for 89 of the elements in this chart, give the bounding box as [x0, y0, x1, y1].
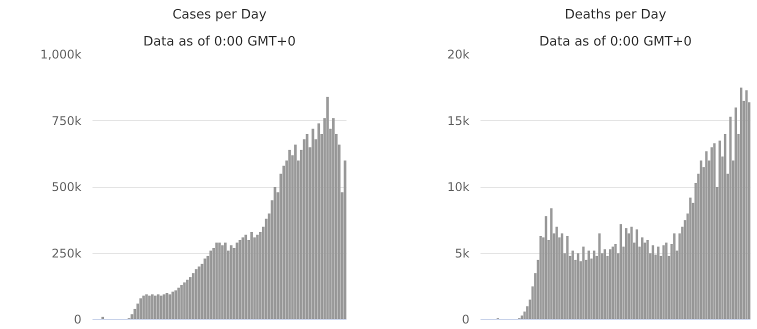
bar	[520, 316, 524, 320]
bar	[592, 250, 596, 320]
y-tick-label: 20k	[447, 48, 470, 62]
bar	[154, 296, 157, 320]
y-tick-label: 500k	[52, 180, 82, 194]
y-tick-label: 750k	[52, 114, 82, 128]
bar	[566, 236, 569, 320]
bar	[572, 250, 574, 320]
bar	[192, 273, 195, 320]
bar	[236, 242, 238, 320]
bar	[204, 258, 206, 320]
bar	[657, 246, 660, 320]
bar	[729, 116, 732, 320]
bar	[162, 294, 166, 320]
bar	[740, 88, 742, 320]
y-tick-label: 15k	[447, 114, 470, 128]
bar	[168, 294, 172, 320]
bar	[256, 234, 259, 320]
bar	[612, 246, 614, 320]
bar	[209, 250, 212, 320]
bar	[171, 292, 174, 320]
bar	[344, 160, 346, 320]
bar	[332, 118, 335, 320]
bar	[665, 242, 668, 320]
bar	[710, 147, 713, 320]
bar	[624, 228, 628, 320]
bar	[151, 294, 154, 320]
bar	[689, 198, 692, 320]
bar	[215, 242, 218, 320]
bar	[724, 134, 726, 320]
bar	[604, 249, 606, 320]
bar	[145, 294, 148, 320]
bar	[242, 237, 244, 320]
bar	[620, 224, 622, 320]
bar	[244, 234, 248, 320]
bar	[274, 187, 276, 320]
bar	[177, 288, 180, 320]
bar	[718, 140, 721, 320]
bar	[317, 123, 320, 320]
bar	[180, 285, 183, 320]
y-tick-label: 10k	[447, 180, 470, 194]
bar	[166, 293, 168, 320]
chart-title: Cases per Day	[172, 8, 267, 22]
bar	[250, 232, 253, 320]
bar	[652, 245, 654, 320]
bar	[198, 266, 200, 320]
bar	[312, 128, 314, 320]
bar	[588, 250, 590, 320]
bar	[174, 290, 178, 320]
bar	[662, 245, 665, 320]
bar	[160, 296, 162, 320]
chart-subtitle: Data as of 0:00 GMT+0	[143, 34, 296, 50]
bar	[713, 143, 716, 320]
chart-title: Deaths per Day	[564, 8, 667, 22]
bar	[183, 282, 186, 320]
bar	[555, 226, 558, 320]
bar	[576, 253, 580, 320]
bar	[550, 208, 553, 320]
bar	[636, 229, 638, 320]
chart-subtitle: Data as of 0:00 GMT+0	[539, 34, 692, 50]
y-tick-label: 0	[74, 312, 82, 326]
bar	[539, 236, 542, 320]
bar	[641, 237, 644, 320]
bar	[142, 296, 145, 320]
bar	[288, 150, 291, 320]
bar	[705, 151, 708, 320]
bar	[221, 245, 224, 320]
bar	[306, 134, 308, 320]
y-tick-label: 250k	[52, 246, 82, 260]
bar	[148, 296, 151, 320]
y-tick-label: 0	[462, 312, 470, 326]
bar	[673, 233, 676, 320]
y-tick-label: 5k	[454, 246, 470, 260]
bar	[230, 245, 232, 320]
bar	[326, 96, 329, 320]
bar	[646, 240, 649, 320]
bar	[156, 294, 160, 320]
bar	[139, 298, 142, 320]
bar	[294, 144, 297, 320]
bar	[218, 242, 221, 320]
bar	[734, 108, 737, 320]
y-tick-label: 1,000k	[40, 48, 82, 62]
bar	[224, 242, 227, 320]
bar	[608, 249, 612, 320]
bar	[186, 280, 189, 320]
bar	[582, 246, 585, 320]
bar	[238, 240, 242, 320]
bar	[188, 277, 192, 320]
bar	[194, 269, 198, 320]
